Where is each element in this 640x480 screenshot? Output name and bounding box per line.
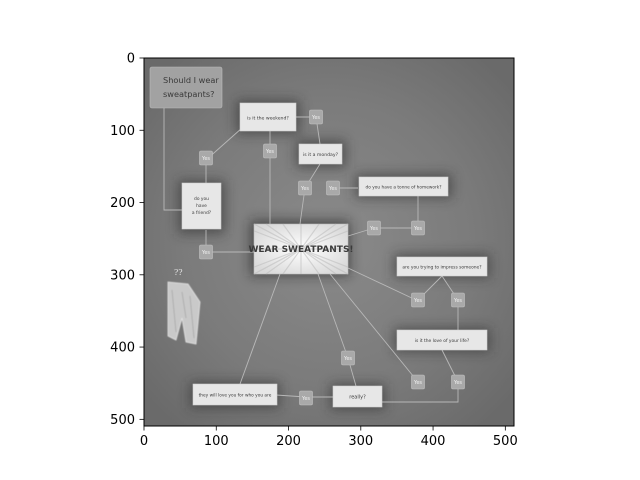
burst-ray [253,248,302,275]
yes-badge-text: Yes [369,226,378,232]
y-tick-label: 500 [110,413,135,428]
yes-badge: Yes [309,109,323,125]
node-monday: is it a monday? [298,143,343,165]
burst-ray [300,248,337,275]
question-marks: ?? [174,268,183,277]
node-weekend: is it the weekend? [239,102,297,132]
yes-badge: Yes [341,350,355,366]
node-friend-line1: do you [194,196,209,202]
burst-ray [265,223,302,250]
node-homework-text: do you have a tonne of homework? [365,185,441,191]
node-friend-line3: a friend? [192,210,212,216]
yes-badge: Yes [411,292,425,308]
burst-ray [300,230,349,250]
yes-badge-text: Yes [300,186,309,192]
yes-badge: Yes [199,244,213,260]
yes-badge-text: Yes [311,115,320,121]
y-tick-label: 200 [110,196,135,211]
yes-badge-text: Yes [265,149,274,155]
x-tick-label: 400 [421,434,446,449]
yes-badge-text: Yes [201,250,210,256]
node-impress-text: are you trying to impress someone? [402,265,482,271]
node-wear-sweatpants-text: WEAR SWEATPANTS! [248,245,353,255]
yes-badge-text: Yes [201,156,210,162]
yes-badge-text: Yes [301,396,310,402]
node-friend: do you have a friend? [181,182,222,230]
yes-badge: Yes [367,220,381,236]
x-tick-label: 500 [493,434,518,449]
x-tick-label: 300 [348,434,373,449]
yes-badge-text: Yes [413,380,422,386]
burst-ray [282,223,302,250]
burst-ray [282,248,302,275]
axes-frame [143,57,515,427]
burst-ray [300,248,349,275]
node-love-you: they will love you for who you are [192,383,278,406]
burst-ray [300,223,349,250]
node-weekend-text: is it the weekend? [247,116,289,122]
burst-ray [265,248,302,275]
yes-badge-text: Yes [328,186,337,192]
sweatpants-illustration [167,281,201,345]
yes-badge: Yes [451,292,465,308]
yes-badges: Yes Yes Yes Yes Yes Yes Yes Yes Yes Yes Yes Yes Yes Y… [199,109,465,406]
node-monday-text: is it a monday? [303,152,339,158]
yes-badge: Yes [263,143,277,159]
burst-ray [253,248,302,268]
y-axis-ticks: 0 100 200 300 400 500 [110,52,144,428]
yes-badge: Yes [299,390,313,406]
y-tick-label: 100 [110,124,135,139]
y-tick-label: 300 [110,268,135,283]
yes-badge-text: Yes [453,380,462,386]
y-tick-label: 400 [110,341,135,356]
image-panel: Should I wear sweatpants? is it the week… [144,58,514,426]
node-homework: do you have a tonne of homework? [358,176,449,197]
node-love: is it the love of your life? [396,329,488,351]
node-impress: are you trying to impress someone? [396,256,488,277]
burst-ray [300,248,349,268]
yes-badge: Yes [411,220,425,236]
burst-ray [300,223,337,250]
node-friend-line2: have [196,203,207,209]
yes-badge: Yes [326,180,340,196]
yes-badge: Yes [199,150,213,166]
burst-ray [300,223,320,250]
yes-badge: Yes [451,374,465,390]
yes-badge-text: Yes [453,298,462,304]
yes-badge: Yes [298,180,312,196]
y-tick-label: 0 [127,52,135,67]
burst-ray [300,248,320,275]
node-really-text: really? [349,395,366,401]
yes-badge: Yes [411,374,425,390]
title-box: Should I wear sweatpants? [149,66,223,109]
yes-badge-text: Yes [413,226,422,232]
burst-rays [253,223,349,275]
node-really: really? [332,385,383,408]
node-wear-sweatpants: WEAR SWEATPANTS! [248,223,354,275]
burst-ray [253,230,302,250]
x-tick-label: 200 [276,434,301,449]
title-box-line1: Should I wear [163,75,219,85]
x-axis-ticks: 0 100 200 300 400 500 [140,426,518,449]
node-love-you-text: they will love you for who you are [199,393,272,399]
x-tick-label: 100 [204,434,229,449]
node-love-text: is it the love of your life? [415,338,470,344]
yes-badge-text: Yes [413,298,422,304]
x-tick-label: 0 [140,434,148,449]
yes-badge-text: Yes [343,356,352,362]
title-box-line2: sweatpants? [163,89,214,99]
burst-ray [253,223,302,250]
